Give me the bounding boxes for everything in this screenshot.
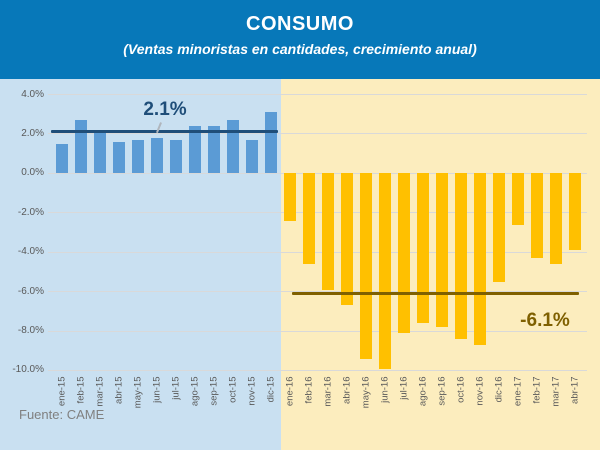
x-axis-label-feb-17: feb-17 [531, 376, 543, 403]
gridline-4.0% [48, 94, 587, 95]
x-axis-label-ene-17: ene-17 [512, 376, 524, 406]
bar-dic-15 [265, 112, 277, 174]
x-axis-label-sep-15: sep-15 [208, 376, 220, 406]
bar-mar-17 [550, 173, 562, 265]
y-tick-label: 4.0% [21, 88, 44, 100]
bar-nov-15 [246, 139, 258, 174]
chart-subtitle: (Ventas minoristas en cantidades, crecim… [123, 41, 477, 57]
x-axis-label-abr-15: abr-15 [113, 376, 125, 404]
bar-abr-17 [569, 173, 581, 251]
y-tick-label: -6.0% [17, 285, 44, 297]
x-axis-label-sep-16: sep-16 [436, 376, 448, 406]
x-axis-label-mar-16: mar-16 [322, 376, 334, 407]
gridline--4.0% [48, 251, 587, 253]
x-axis-label-jun-16: jun-16 [379, 376, 391, 403]
average-2016-17-label: -6.1% [520, 310, 570, 331]
x-axis-label-dic-15: dic-15 [265, 376, 277, 402]
x-axis-label-nov-16: nov-16 [474, 376, 486, 406]
chart-header: CONSUMO (Ventas minoristas en cantidades… [0, 0, 600, 79]
y-tick-label: 0.0% [21, 167, 44, 179]
x-axis-label-dic-16: dic-16 [493, 376, 505, 402]
x-axis-label-nov-15: nov-15 [246, 376, 258, 406]
y-tick-label: -4.0% [17, 246, 44, 258]
gridline--6.0% [48, 291, 587, 293]
bar-ene-16 [284, 173, 296, 221]
x-axis-label-ene-16: ene-16 [284, 376, 296, 406]
bar-feb-17 [531, 173, 543, 259]
chart-title: CONSUMO [246, 13, 354, 35]
bar-may-15 [132, 139, 144, 174]
y-tick-label: 2.0% [21, 127, 44, 139]
bar-sep-16 [436, 173, 448, 328]
bar-may-16 [360, 173, 372, 359]
bar-feb-15 [75, 120, 87, 174]
bar-nov-16 [474, 173, 486, 345]
x-axis-label-abr-17: abr-17 [569, 376, 581, 404]
x-axis-label-jun-15: jun-15 [151, 376, 163, 403]
bar-abr-15 [113, 141, 125, 174]
source-note: Fuente: CAME [19, 407, 105, 422]
bar-feb-16 [303, 173, 315, 265]
bar-sep-15 [208, 126, 220, 174]
bar-ago-15 [189, 126, 201, 174]
gridline-0.0% [48, 172, 587, 174]
average-2015-label: 2.1% [143, 99, 187, 120]
x-axis-label-may-15: may-15 [132, 376, 144, 408]
bar-ene-17 [512, 173, 524, 225]
bar-abr-16 [341, 173, 353, 306]
x-axis-label-may-16: may-16 [360, 376, 372, 408]
x-axis-label-jul-16: jul-16 [398, 376, 410, 400]
gridline--8.0% [48, 330, 587, 332]
bar-jul-15 [170, 139, 182, 174]
bar-mar-16 [322, 173, 334, 290]
bar-ene-15 [56, 143, 68, 174]
bar-jul-16 [398, 173, 410, 334]
bar-mar-15 [94, 129, 106, 174]
bar-oct-15 [227, 120, 239, 174]
bar-ago-16 [417, 173, 429, 324]
average-2016-17-line [292, 292, 579, 296]
gridline-2.0% [48, 133, 587, 135]
x-axis-label-oct-16: oct-16 [455, 376, 467, 403]
bar-jun-15 [151, 137, 163, 174]
x-axis-label-ago-15: ago-15 [189, 376, 201, 406]
average-2015-line [51, 130, 278, 134]
bar-dic-16 [493, 173, 505, 282]
y-tick-label: -10.0% [12, 364, 44, 376]
x-axis-label-mar-17: mar-17 [550, 376, 562, 407]
y-tick-label: -2.0% [17, 206, 44, 218]
x-axis-label-oct-15: oct-15 [227, 376, 239, 403]
bar-oct-16 [455, 173, 467, 339]
gridline--2.0% [48, 212, 587, 214]
bar-jun-16 [379, 173, 391, 369]
gridline--10.0% [48, 369, 587, 371]
x-axis-label-feb-16: feb-16 [303, 376, 315, 403]
y-tick-label: -8.0% [17, 325, 44, 337]
x-axis-label-jul-15: jul-15 [170, 376, 182, 400]
x-axis-label-ago-16: ago-16 [417, 376, 429, 406]
x-axis-label-abr-16: abr-16 [341, 376, 353, 404]
